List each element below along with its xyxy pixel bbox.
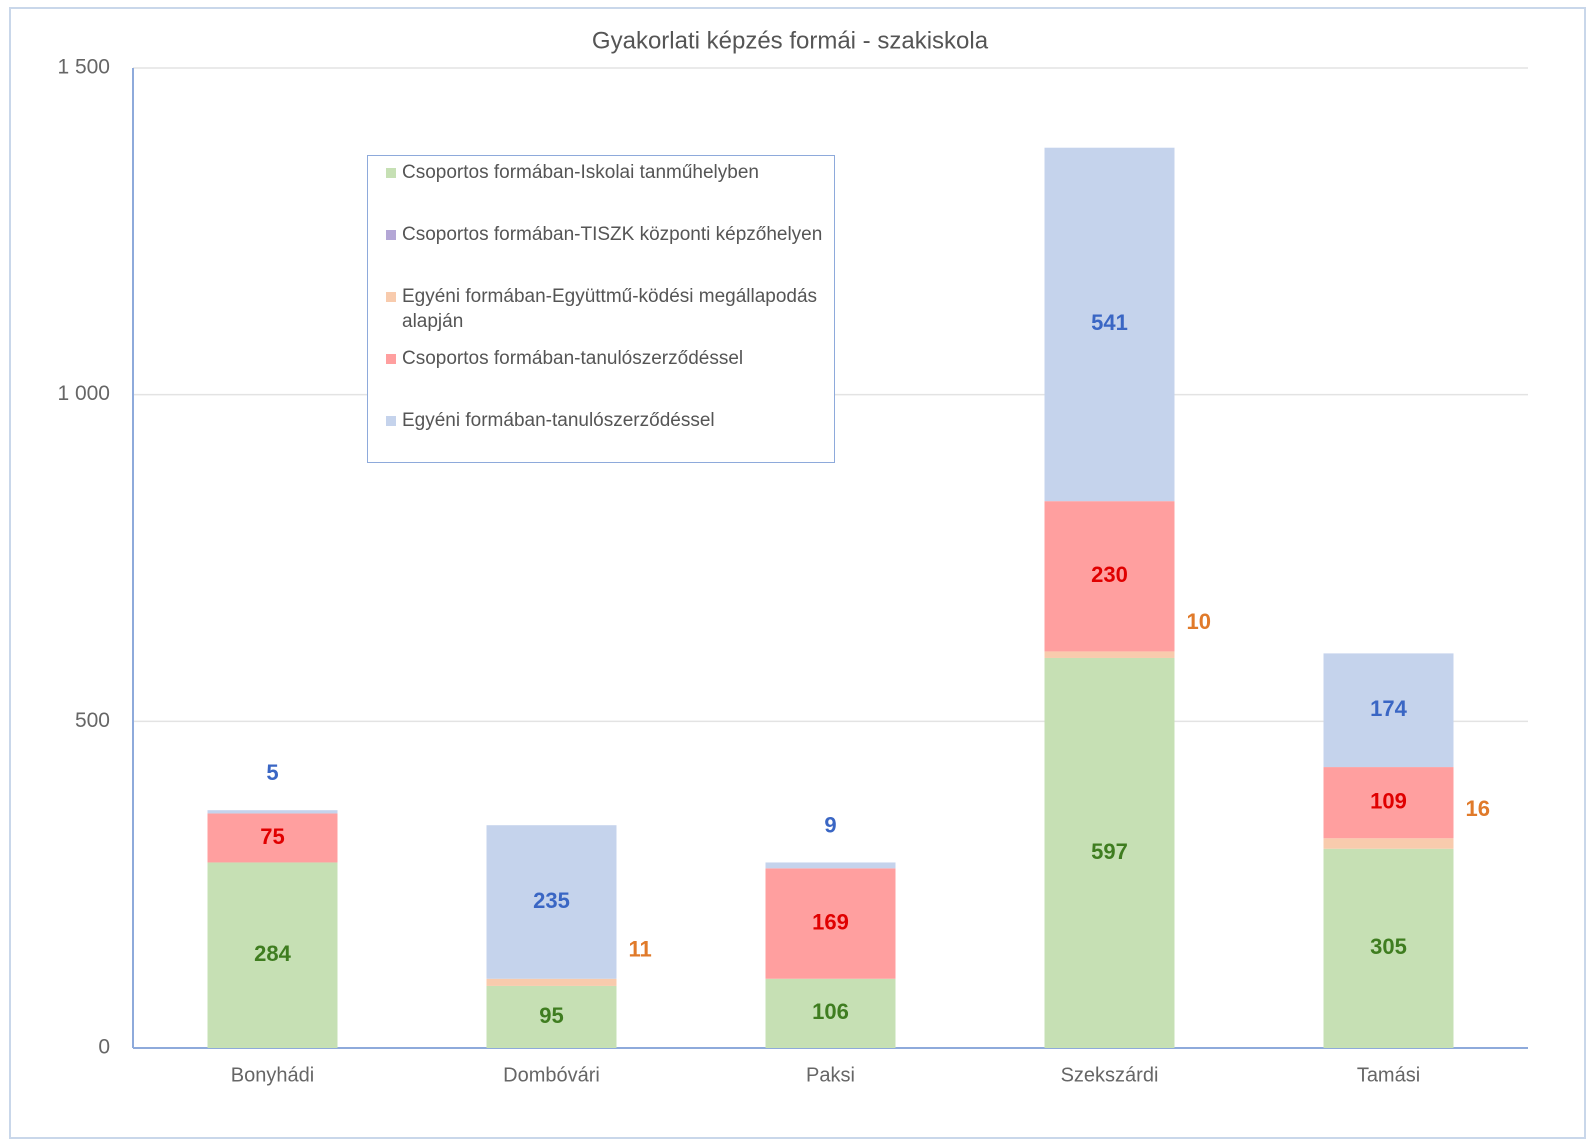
- data-label: 109: [1370, 788, 1407, 813]
- x-tick-label: Bonyhádi: [231, 1064, 314, 1086]
- data-label: 597: [1091, 839, 1128, 864]
- legend-swatch: [386, 230, 396, 240]
- data-label: 305: [1370, 934, 1407, 959]
- y-tick-label: 500: [75, 709, 110, 732]
- data-label: 106: [812, 999, 849, 1024]
- legend-swatch: [386, 292, 396, 302]
- legend-item: Egyéni formában-tanulószerződéssel: [386, 408, 824, 470]
- data-label: 10: [1187, 609, 1211, 634]
- data-label: 169: [812, 909, 849, 934]
- legend-label: Csoportos formában-tanulószerződéssel: [402, 348, 744, 369]
- data-label: 235: [533, 888, 570, 913]
- bar-segment: [765, 862, 896, 869]
- legend-label: Egyéni formában-tanulószerződéssel: [402, 410, 715, 431]
- legend-item: Csoportos formában-TISZK központi képzőh…: [386, 222, 824, 284]
- bar-segment: [765, 978, 896, 1048]
- x-tick-label: Tamási: [1357, 1064, 1420, 1086]
- legend-item: Egyéni formában-Együttmű-ködési megállap…: [386, 284, 824, 346]
- legend-swatch: [386, 416, 396, 426]
- legend: Csoportos formában-Iskolai tanműhelyben C…: [367, 155, 835, 463]
- legend-item: Csoportos formában-tanulószerződéssel: [386, 346, 824, 408]
- chart-title: Gyakorlati képzés formái - szakiskola: [592, 27, 989, 54]
- bar-segment: [1323, 767, 1454, 839]
- data-label: 9: [824, 812, 836, 837]
- y-tick-label: 0: [98, 1036, 110, 1059]
- bar-segment: [486, 978, 617, 986]
- bar-segment: [1323, 848, 1454, 1048]
- data-label: 95: [539, 1003, 563, 1028]
- bar-segment: [207, 862, 338, 1048]
- y-tick-label: 1 000: [57, 382, 110, 405]
- x-tick-label: Szekszárdi: [1061, 1064, 1159, 1086]
- legend-label: Egyéni formában-Együttmű-ködési megállap…: [402, 286, 818, 332]
- data-label: 174: [1370, 696, 1407, 721]
- bar-segment: [486, 985, 617, 1048]
- legend-label: Csoportos formában-Iskolai tanműhelyben: [402, 162, 759, 183]
- data-label: 541: [1091, 310, 1128, 335]
- data-label: 5: [266, 760, 278, 785]
- x-tick-label: Dombóvári: [503, 1064, 600, 1086]
- data-label: 16: [1466, 796, 1490, 821]
- bar-segment: [486, 825, 617, 979]
- x-tick-label: Paksi: [806, 1064, 855, 1086]
- bar-segment: [1044, 501, 1175, 652]
- data-label: 230: [1091, 562, 1128, 587]
- legend-label: Csoportos formában-TISZK központi képzőh…: [402, 224, 823, 245]
- bar-segment: [765, 868, 896, 979]
- bar-segment: [1044, 147, 1175, 502]
- bar-segment: [207, 810, 338, 814]
- data-label: 11: [629, 937, 652, 962]
- data-label: 75: [260, 824, 284, 849]
- bar-segment: [1044, 651, 1175, 658]
- bar-segment: [207, 813, 338, 863]
- legend-swatch: [386, 168, 396, 178]
- y-tick-label: 1 500: [57, 56, 110, 79]
- bar-segment: [1044, 657, 1175, 1048]
- legend-item: Csoportos formában-Iskolai tanműhelyben: [386, 160, 824, 222]
- bar-segment: [1323, 653, 1454, 768]
- bar-segment: [1323, 838, 1454, 849]
- data-label: 284: [254, 941, 291, 966]
- legend-swatch: [386, 354, 396, 364]
